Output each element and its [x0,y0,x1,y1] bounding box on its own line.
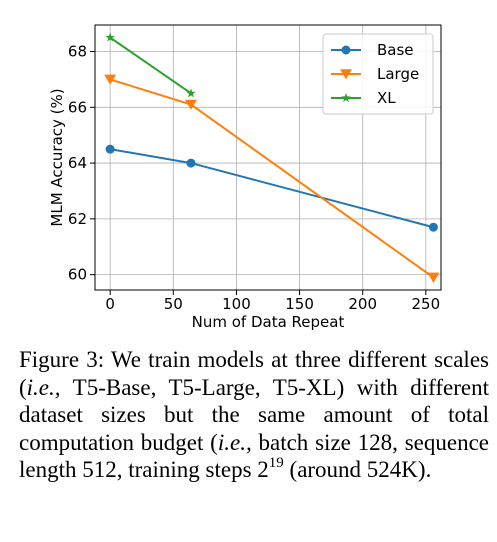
x-tick-label: 100 [222,295,251,313]
axis-ticks: 0 50 100 150 200 250 60 62 64 66 68 [68,43,440,314]
legend-marker-large [340,69,352,80]
legend-marker-xl [341,93,351,103]
x-tick-label: 50 [164,295,183,313]
series-line-xl [109,36,192,95]
plot-border [94,24,442,291]
y-axis-label: MLM Accuracy (%) [48,88,66,226]
data-point-large [184,99,197,110]
x-tick-label: 200 [348,295,377,313]
data-point-xl [105,32,115,42]
series-base [105,144,438,232]
series-line-base [109,148,434,229]
legend-label-xl: XL [377,89,396,107]
x-tick-label: 0 [105,295,115,313]
plot-frame [94,24,442,291]
caption-exponent: 19 [268,455,284,471]
series-layer [104,32,440,283]
y-tick-label: 64 [68,154,87,172]
caption-text-1: We train models at three different scale… [19,347,489,400]
caption-text-2: T5-Base, T5-Large, T5-XL) with different… [19,374,489,455]
legend-box [322,33,434,115]
data-point-base [428,222,438,232]
x-tick-label: 150 [285,295,314,313]
legend-entry-xl: XL [331,89,396,107]
series-large [104,74,440,283]
caption-text-3: batch size 128, sequence length 512, tra… [19,429,489,483]
data-point-base [186,158,196,168]
x-axis-label: Num of Data Repeat [192,313,345,331]
legend: Base Large XL [322,33,434,115]
legend-entry-base: Base [331,41,414,59]
data-point-large [104,74,117,85]
legend-label-large: Large [377,65,419,83]
y-tick-label: 66 [68,98,87,116]
data-point-large [427,272,440,283]
figure-caption: Figure 3: We train models at three diffe… [19,346,489,484]
caption-ie-2: i.e., [217,429,252,455]
y-tick-label: 68 [68,43,87,61]
caption-label: Figure 3: [19,347,105,372]
legend-entry-large: Large [331,65,419,83]
y-tick-label: 62 [68,210,87,228]
data-point-base [105,144,115,154]
legend-marker-base [341,45,351,55]
chart: 0 50 100 150 200 250 60 62 64 66 68 Num of Data Re… [48,24,442,331]
caption-ie-1: i.e., [26,374,61,400]
y-tick-label: 60 [68,266,87,284]
x-tick-label: 250 [412,295,441,313]
data-point-xl [186,88,196,98]
caption-text-4: (around 524K). [283,457,432,482]
series-xl [105,32,196,98]
legend-label-base: Base [377,41,414,59]
